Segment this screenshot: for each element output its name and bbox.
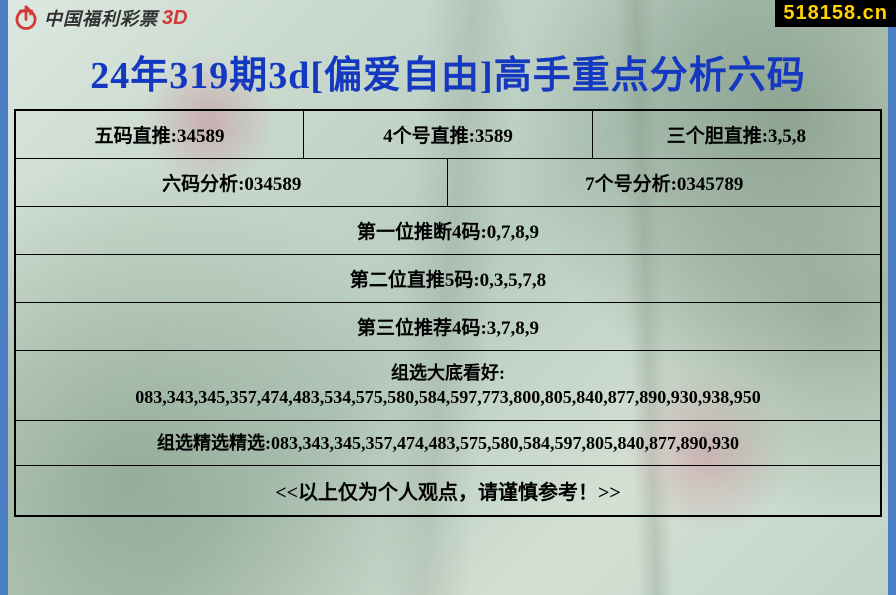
analysis-table: 五码直推:34589 4个号直推:3589 三个胆直推:3,5,8 六码分析:0… <box>14 109 882 517</box>
table-row: 组选大底看好: 083,343,345,357,474,483,534,575,… <box>15 351 881 421</box>
table-row: 六码分析:034589 7个号分析:0345789 <box>15 159 881 207</box>
site-badge: 518158.cn <box>775 0 896 27</box>
table-row: 第一位推断4码:0,7,8,9 <box>15 207 881 255</box>
cell-six-code: 六码分析:034589 <box>15 159 448 207</box>
cell-three-dan: 三个胆直推:3,5,8 <box>592 110 881 159</box>
cell-combo-select: 组选精选精选:083,343,345,357,474,483,575,580,5… <box>15 420 881 465</box>
table-row: 组选精选精选:083,343,345,357,474,483,575,580,5… <box>15 420 881 465</box>
cell-pos2: 第二位直推5码:0,3,5,7,8 <box>15 255 881 303</box>
logo-text: 中国福利彩票 <box>44 5 158 31</box>
cell-pos1: 第一位推断4码:0,7,8,9 <box>15 207 881 255</box>
combo-body: 083,343,345,357,474,483,534,575,580,584,… <box>135 387 761 407</box>
table-row: <<以上仅为个人观点，请谨慎参考！>> <box>15 465 881 516</box>
cell-seven-num: 7个号分析:0345789 <box>448 159 881 207</box>
logo-icon <box>12 4 40 32</box>
cell-combo-all: 组选大底看好: 083,343,345,357,474,483,534,575,… <box>15 351 881 421</box>
cell-disclaimer: <<以上仅为个人观点，请谨慎参考！>> <box>15 465 881 516</box>
cell-five-code: 五码直推:34589 <box>15 110 304 159</box>
header: 中国福利彩票 3D 518158.cn <box>8 0 888 36</box>
lottery-logo: 中国福利彩票 3D <box>12 4 188 32</box>
cell-four-num: 4个号直推:3589 <box>304 110 593 159</box>
combo-head: 组选大底看好: <box>20 361 876 385</box>
page-title: 24年319期3d[偏爱自由]高手重点分析六码 <box>8 36 888 109</box>
table-row: 第二位直推5码:0,3,5,7,8 <box>15 255 881 303</box>
table-row: 第三位推荐4码:3,7,8,9 <box>15 303 881 351</box>
table-row: 五码直推:34589 4个号直推:3589 三个胆直推:3,5,8 <box>15 110 881 159</box>
logo-suffix: 3D <box>162 7 188 30</box>
cell-pos3: 第三位推荐4码:3,7,8,9 <box>15 303 881 351</box>
